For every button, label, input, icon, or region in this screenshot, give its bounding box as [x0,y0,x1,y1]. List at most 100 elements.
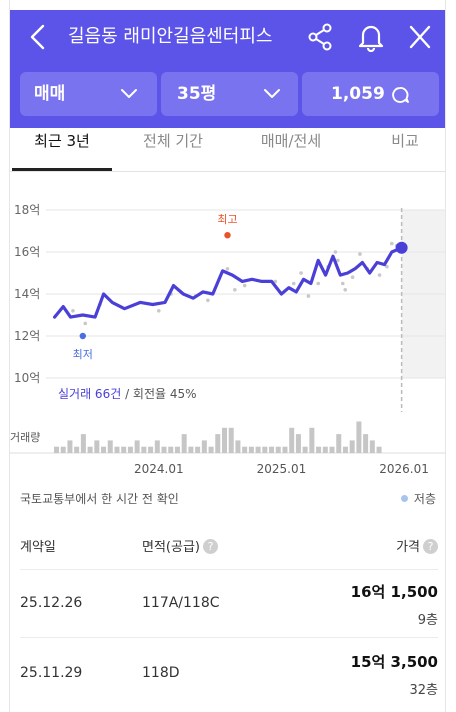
chevron-down-icon [264,89,280,98]
period-tabs: 최근 3년 전체 기간 매매/전세 비교 [10,128,445,172]
header-date: 계약일 [20,540,56,555]
volume-bar [121,446,127,453]
volume-bar [302,446,308,453]
volume-bar [275,446,281,453]
volume-bar [161,446,167,453]
tab-all-period[interactable]: 전체 기간 [143,132,203,150]
trade-point [336,258,340,263]
row-price: 15억 3,500 [350,653,438,671]
trade-point [299,271,303,275]
trade-point [377,273,382,277]
low-label: 최저 [73,348,93,361]
comment-count: 1,059 [331,84,385,104]
volume-bar [262,446,268,453]
trade-point [316,281,321,286]
volume-bar [114,446,120,453]
row-date: 25.12.26 [20,595,83,611]
volume-bar [208,446,214,453]
high-marker [224,232,231,239]
low-floor-dot [400,495,408,502]
y-tick-label: 14억 [14,287,40,301]
trade-point [273,279,278,284]
turnover-rate: / 회전율 45% [121,387,196,401]
volume-bar [94,440,100,453]
header-price: 가격? [396,528,438,568]
help-icon[interactable]: ? [202,539,218,554]
x-tick-label: 2024.01 [134,462,184,476]
volume-bar [174,446,180,453]
high-label: 최고 [217,213,237,226]
row-price: 16억 1,500 [350,583,438,601]
trade-point [225,267,230,271]
low-marker [79,332,86,340]
trade-summary: 실거래 66건 / 회전율 45% [58,387,197,401]
trade-count: 실거래 66건 [58,387,121,401]
help-icon[interactable]: ? [423,539,438,554]
trade-point [390,241,394,246]
share-icon[interactable] [307,23,333,51]
trade-point [206,298,210,303]
tab-sale-jeonse[interactable]: 매매/전세 [260,132,322,150]
volume-bar [349,440,355,453]
volume-bar [141,446,147,453]
trade-point [291,281,296,286]
volume-bar [316,446,322,453]
volume-bar [101,446,107,453]
volume-bar [54,446,59,453]
volume-bar [309,427,315,453]
trade-type-select[interactable]: 매매 [20,72,157,116]
legend-low-floor-label: 저층 [413,492,436,506]
trade-point [306,294,311,298]
trade-point [157,309,161,313]
volume-bar [168,446,174,453]
comment-icon [392,87,409,103]
table-row[interactable]: 25.11.29 118D 15억 3,500 32층 [20,637,438,712]
volume-bar [255,446,261,453]
volume-bar [127,446,133,453]
volume-bar [363,434,369,453]
volume-bar [154,440,160,453]
comments-button[interactable]: 1,059 [302,72,439,116]
close-icon[interactable] [408,24,432,50]
volume-bar [228,427,234,453]
volume-bar [67,440,73,453]
volume-bar [336,434,342,453]
tab-compare[interactable]: 비교 [391,132,419,150]
price-chart[interactable]: 18억 16억 14억 12억 10억 최고 최저 실거래 66건 / 회전율 45% 거래량 2… [10,190,445,490]
header-area-label: 면적(공급) [142,540,200,555]
back-icon[interactable] [26,24,50,50]
bell-icon[interactable] [356,22,386,52]
volume-label: 거래량 [10,431,40,444]
table-header: 계약일 면적(공급)? 가격? [10,528,445,568]
trade-point [385,264,389,269]
volume-bar [74,446,80,453]
volume-bar [80,434,86,453]
volume-bar [107,440,113,453]
tab-recent-3y[interactable]: 최근 3년 [34,132,90,150]
trade-point [340,281,345,286]
app-frame: 길음동 래미안길음센터피스 매매 35평 [9,0,446,712]
area-select[interactable]: 35평 [161,72,298,116]
trade-point [350,275,355,279]
trade-point [333,250,338,254]
y-tick-label: 18억 [14,203,40,217]
volume-bar [181,434,187,453]
volume-bar [201,440,207,453]
row-area: 117A/118C [142,595,220,611]
volume-bar [195,446,201,453]
volume-bar [242,446,248,453]
page-title: 길음동 래미안길음센터피스 [68,26,273,47]
y-tick-label: 16억 [14,245,40,259]
table-row[interactable]: 25.12.26 117A/118C 16억 1,500 9층 [20,569,438,637]
latest-price-dot [395,241,408,254]
x-tick-label: 2026.01 [379,462,429,476]
row-floor: 32층 [409,683,438,698]
trade-point [233,288,237,292]
volume-bar [87,446,93,453]
trade-point [343,288,348,292]
header-area: 면적(공급)? [142,528,218,568]
row-area: 118D [142,665,180,681]
legend-low-floor: 저층 [400,489,436,509]
trade-point [242,283,247,288]
